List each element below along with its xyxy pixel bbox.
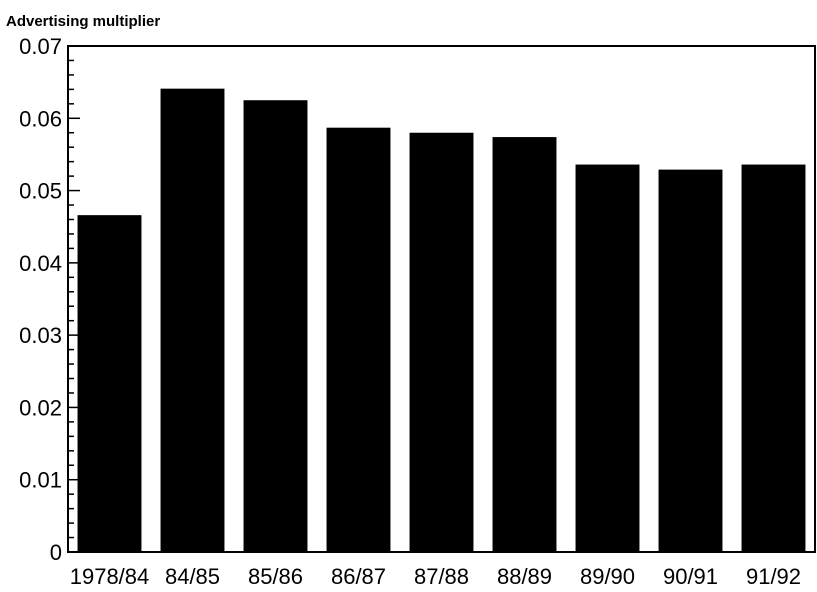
- bar-85-86: [243, 100, 308, 552]
- bar-84-85: [160, 88, 225, 553]
- y-tick-label: 0.07: [19, 34, 62, 59]
- y-tick-label: 0.06: [19, 106, 62, 131]
- x-tick-label: 90/91: [663, 564, 718, 589]
- bar-91-92: [741, 164, 806, 552]
- plot-area-frame: [67, 45, 816, 553]
- y-tick-label: 0.02: [19, 395, 62, 420]
- y-tick-label: 0: [50, 540, 62, 565]
- x-tick-label: 87/88: [414, 564, 469, 589]
- x-axis: 1978/84 84/85 85/86 86/87 87/88 88/89 89/90 90/…: [70, 564, 801, 589]
- x-tick-label: 1978/84: [70, 564, 150, 589]
- x-tick-label: 84/85: [165, 564, 220, 589]
- bar-1978-84: [77, 215, 142, 553]
- x-tick-label: 91/92: [746, 564, 801, 589]
- y-tick-label: 0.05: [19, 179, 62, 204]
- x-tick-label: 85/86: [248, 564, 303, 589]
- bar-86-87: [326, 127, 391, 552]
- bars: [77, 88, 806, 553]
- y-axis: 0 0.01 0.02 0.03 0.04 0.05 0.06 0.07: [19, 34, 80, 565]
- bar-89-90: [575, 164, 640, 552]
- y-axis-title: Advertising multiplier: [6, 13, 160, 30]
- y-tick-label: 0.01: [19, 468, 62, 493]
- y-tick-label: 0.04: [19, 251, 62, 276]
- y-tick-label: 0.03: [19, 323, 62, 348]
- bar-90-91: [658, 169, 723, 552]
- x-tick-label: 89/90: [580, 564, 635, 589]
- x-tick-label: 88/89: [497, 564, 552, 589]
- bar-87-88: [409, 132, 474, 552]
- x-tick-label: 86/87: [331, 564, 386, 589]
- bar-88-89: [492, 137, 557, 552]
